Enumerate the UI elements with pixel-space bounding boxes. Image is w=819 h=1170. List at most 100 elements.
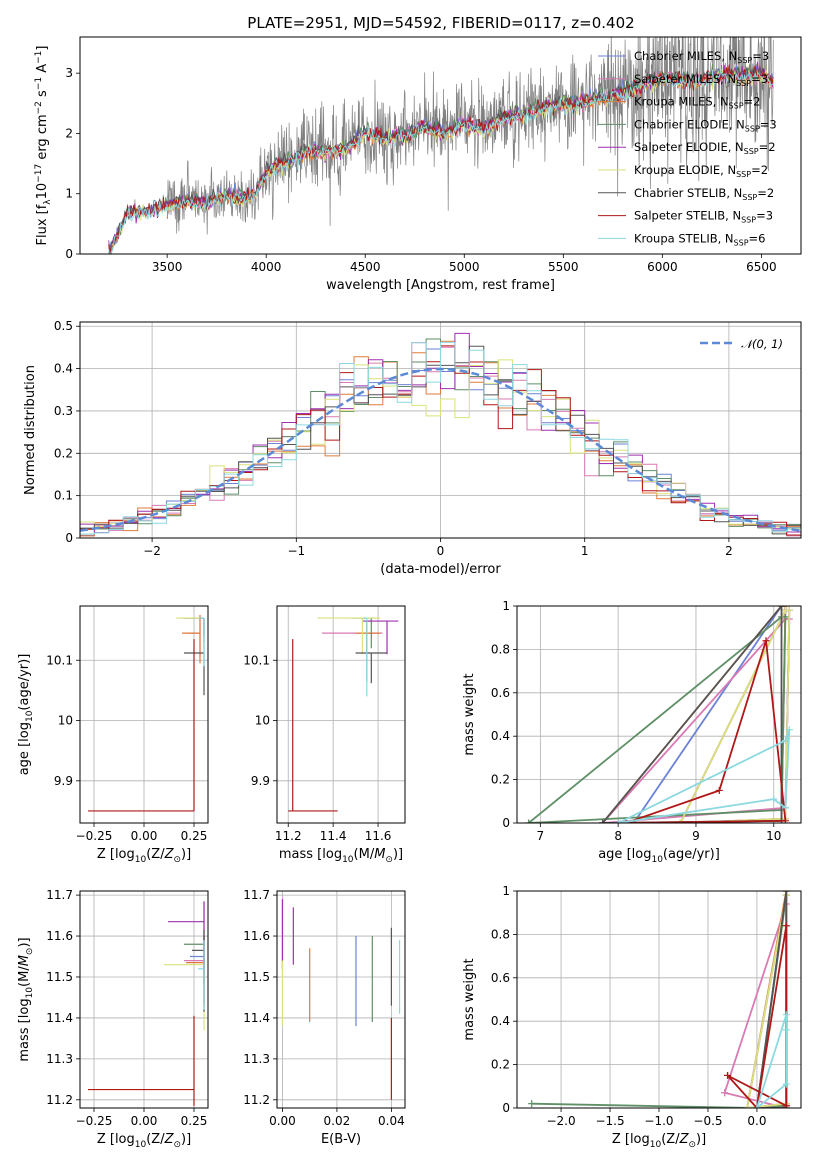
y-tick-label: 10.1 xyxy=(46,653,73,667)
plus-marker xyxy=(782,1080,790,1088)
y-axis-label: mass weight xyxy=(462,958,477,1040)
y-tick-label: 0.6 xyxy=(491,686,510,700)
x-axis-label: (data-model)/error xyxy=(380,562,501,577)
normal-curve xyxy=(80,367,801,532)
plus-marker xyxy=(778,606,786,610)
x-tick-label: 9 xyxy=(692,829,700,843)
histogram-steps xyxy=(80,332,801,537)
x-tick-label: −1.0 xyxy=(644,1114,673,1128)
y-axis-label: Flux [fλ​10−17​ erg cm−2​ s−1​ A−1​] xyxy=(34,46,53,246)
mass-vs-Z-panel: −0.25 0.00 0.25 11.2 11.3 11.4 11.5 11.6 11.7 Z [… xyxy=(17,888,209,1150)
mass-weight-vs-Z-lines xyxy=(528,891,790,1108)
y-tick-label: 1 xyxy=(65,187,73,201)
x-tick-label: 0.00 xyxy=(131,1114,158,1128)
model-chabrier-stelib xyxy=(109,66,774,254)
errorbar-point xyxy=(190,936,205,982)
age-vs-Z-errorbars xyxy=(88,615,205,812)
x-tick-label: −0.25 xyxy=(76,1114,113,1128)
errorbar-point xyxy=(88,1015,195,1106)
spectrum-legend: Chabrier MILES, NSSP​=3 Salpeter MILES, N… xyxy=(598,49,777,247)
axes-frame xyxy=(276,890,406,1109)
mass-weight-vs-age-panel: 7 8 9 10 0 0.2 0.4 0.6 0.8 1 age [log10​(age/yr)] m… xyxy=(462,599,802,865)
x-tick-label: 0.25 xyxy=(181,829,208,843)
hist-kroupa-stelib xyxy=(80,341,801,536)
plus-marker xyxy=(782,891,790,895)
x-tick-label: −0.5 xyxy=(693,1114,722,1128)
x-axis-label: Z [log10​(Z/Z⊙​)] xyxy=(97,847,191,865)
errorbar-point xyxy=(362,617,368,697)
axes-frame xyxy=(276,605,406,824)
plus-marker xyxy=(721,1089,729,1097)
legend-label: Kroupa STELIB, NSSP​=6 xyxy=(634,231,765,247)
y-tick-label: 0.3 xyxy=(54,404,73,418)
errorbar-point xyxy=(198,940,205,1010)
y-tick-label: 0.6 xyxy=(491,971,510,985)
age-vs-mass-panel: 11.2 11.4 11.6 9.9 10 10.1 mass [log10​(M/M⊙​)… xyxy=(243,605,406,865)
spectrum-lines xyxy=(108,37,774,254)
spectrum-panel: 3500 4000 4500 5000 5500 6000 6500 0 1 2 3 Chabrier… xyxy=(34,36,802,293)
plus-marker xyxy=(753,1104,761,1108)
legend-label: Chabrier MILES, NSSP​=3 xyxy=(634,49,769,65)
y-tick-label: 0.4 xyxy=(491,729,510,743)
x-tick-label: 7 xyxy=(537,829,545,843)
x-tick-label: 0 xyxy=(437,544,445,558)
plus-marker xyxy=(782,1026,790,1034)
y-tick-label: 11.7 xyxy=(46,888,73,902)
x-axis-label: age [log10​(age/yr)] xyxy=(598,847,720,865)
errorbar-point xyxy=(355,621,381,652)
mass-vs-EBV-panel: 0.00 0.02 0.04 11.2 11.3 11.4 11.5 11.6 11.7 E(B-… xyxy=(243,888,406,1147)
y-tick-label: 9.9 xyxy=(251,774,270,788)
errorbar-point xyxy=(88,639,195,812)
plus-marker xyxy=(770,795,778,803)
y-axis-label: age [log10​(age/yr)] xyxy=(17,654,35,776)
plus-marker xyxy=(785,726,793,734)
y-axis-label: Normed distribution xyxy=(23,365,38,495)
x-tick-label: 0.0 xyxy=(747,1114,766,1128)
x-tick-label: 11.6 xyxy=(365,829,392,843)
errorbar-point xyxy=(355,652,388,684)
y-tick-label: 11.3 xyxy=(243,1052,270,1066)
x-tick-label: 8 xyxy=(614,829,622,843)
age-vs-Z-grid xyxy=(80,606,208,823)
x-axis-label: Z [log10​(Z/Z⊙​)] xyxy=(612,1132,706,1150)
errorbar-point xyxy=(288,639,338,812)
plus-marker xyxy=(743,1104,751,1108)
plus-marker xyxy=(782,1102,790,1108)
y-axis-label: mass [log10​(M/M⊙​)] xyxy=(17,937,35,1061)
x-tick-label: 0.25 xyxy=(181,1114,208,1128)
y-axis-label: mass weight xyxy=(462,673,477,755)
x-tick-label: 5000 xyxy=(449,260,480,274)
x-tick-label: 5500 xyxy=(548,260,579,274)
errorbar-point xyxy=(182,615,201,664)
y-tick-label: 0 xyxy=(65,531,73,545)
x-tick-label: 3500 xyxy=(152,260,183,274)
y-tick-label: 0 xyxy=(502,1101,510,1115)
mass-weight-vs-Z-panel: −2.0 −1.5 −1.0 −0.5 0.0 0 0.2 0.4 0.6 0.8 1 Z [log1… xyxy=(462,884,802,1150)
plus-marker xyxy=(762,637,770,645)
mass-weight-vs-age-lines xyxy=(525,606,793,823)
series-chabrier-stelib xyxy=(601,606,783,823)
series-chabrier-miles xyxy=(632,606,787,823)
legend-label: Salpeter MILES, NSSP​=3 xyxy=(634,72,768,88)
mass-vs-EBV-grid xyxy=(277,891,405,1108)
y-tick-label: 2 xyxy=(65,126,73,140)
legend-label: Salpeter ELODIE, NSSP​=2 xyxy=(634,140,776,156)
y-tick-label: 11.6 xyxy=(243,929,270,943)
y-tick-label: 11.5 xyxy=(46,970,73,984)
y-tick-label: 11.6 xyxy=(46,929,73,943)
plus-marker xyxy=(528,1100,536,1108)
x-tick-label: 0.00 xyxy=(131,829,158,843)
y-tick-label: 10.1 xyxy=(243,653,270,667)
x-tick-label: −2 xyxy=(143,544,161,558)
x-tick-label: 0.00 xyxy=(269,1114,296,1128)
x-tick-label: 1 xyxy=(581,544,589,558)
plus-marker xyxy=(622,819,630,823)
series-kroupa-stelib xyxy=(617,729,791,823)
series-salpeter-stelib xyxy=(625,640,787,823)
axes-frame xyxy=(79,321,802,539)
y-tick-label: 10 xyxy=(58,714,73,728)
y-tick-label: 10 xyxy=(255,714,270,728)
x-axis-label: mass [log10​(M/M⊙​)] xyxy=(279,847,403,865)
axes-frame xyxy=(79,605,209,824)
y-tick-label: 0.8 xyxy=(491,642,510,656)
